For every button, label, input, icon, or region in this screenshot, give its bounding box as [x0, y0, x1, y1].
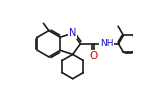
- Text: NH: NH: [100, 39, 113, 48]
- Text: O: O: [89, 51, 98, 61]
- Text: N: N: [69, 28, 76, 38]
